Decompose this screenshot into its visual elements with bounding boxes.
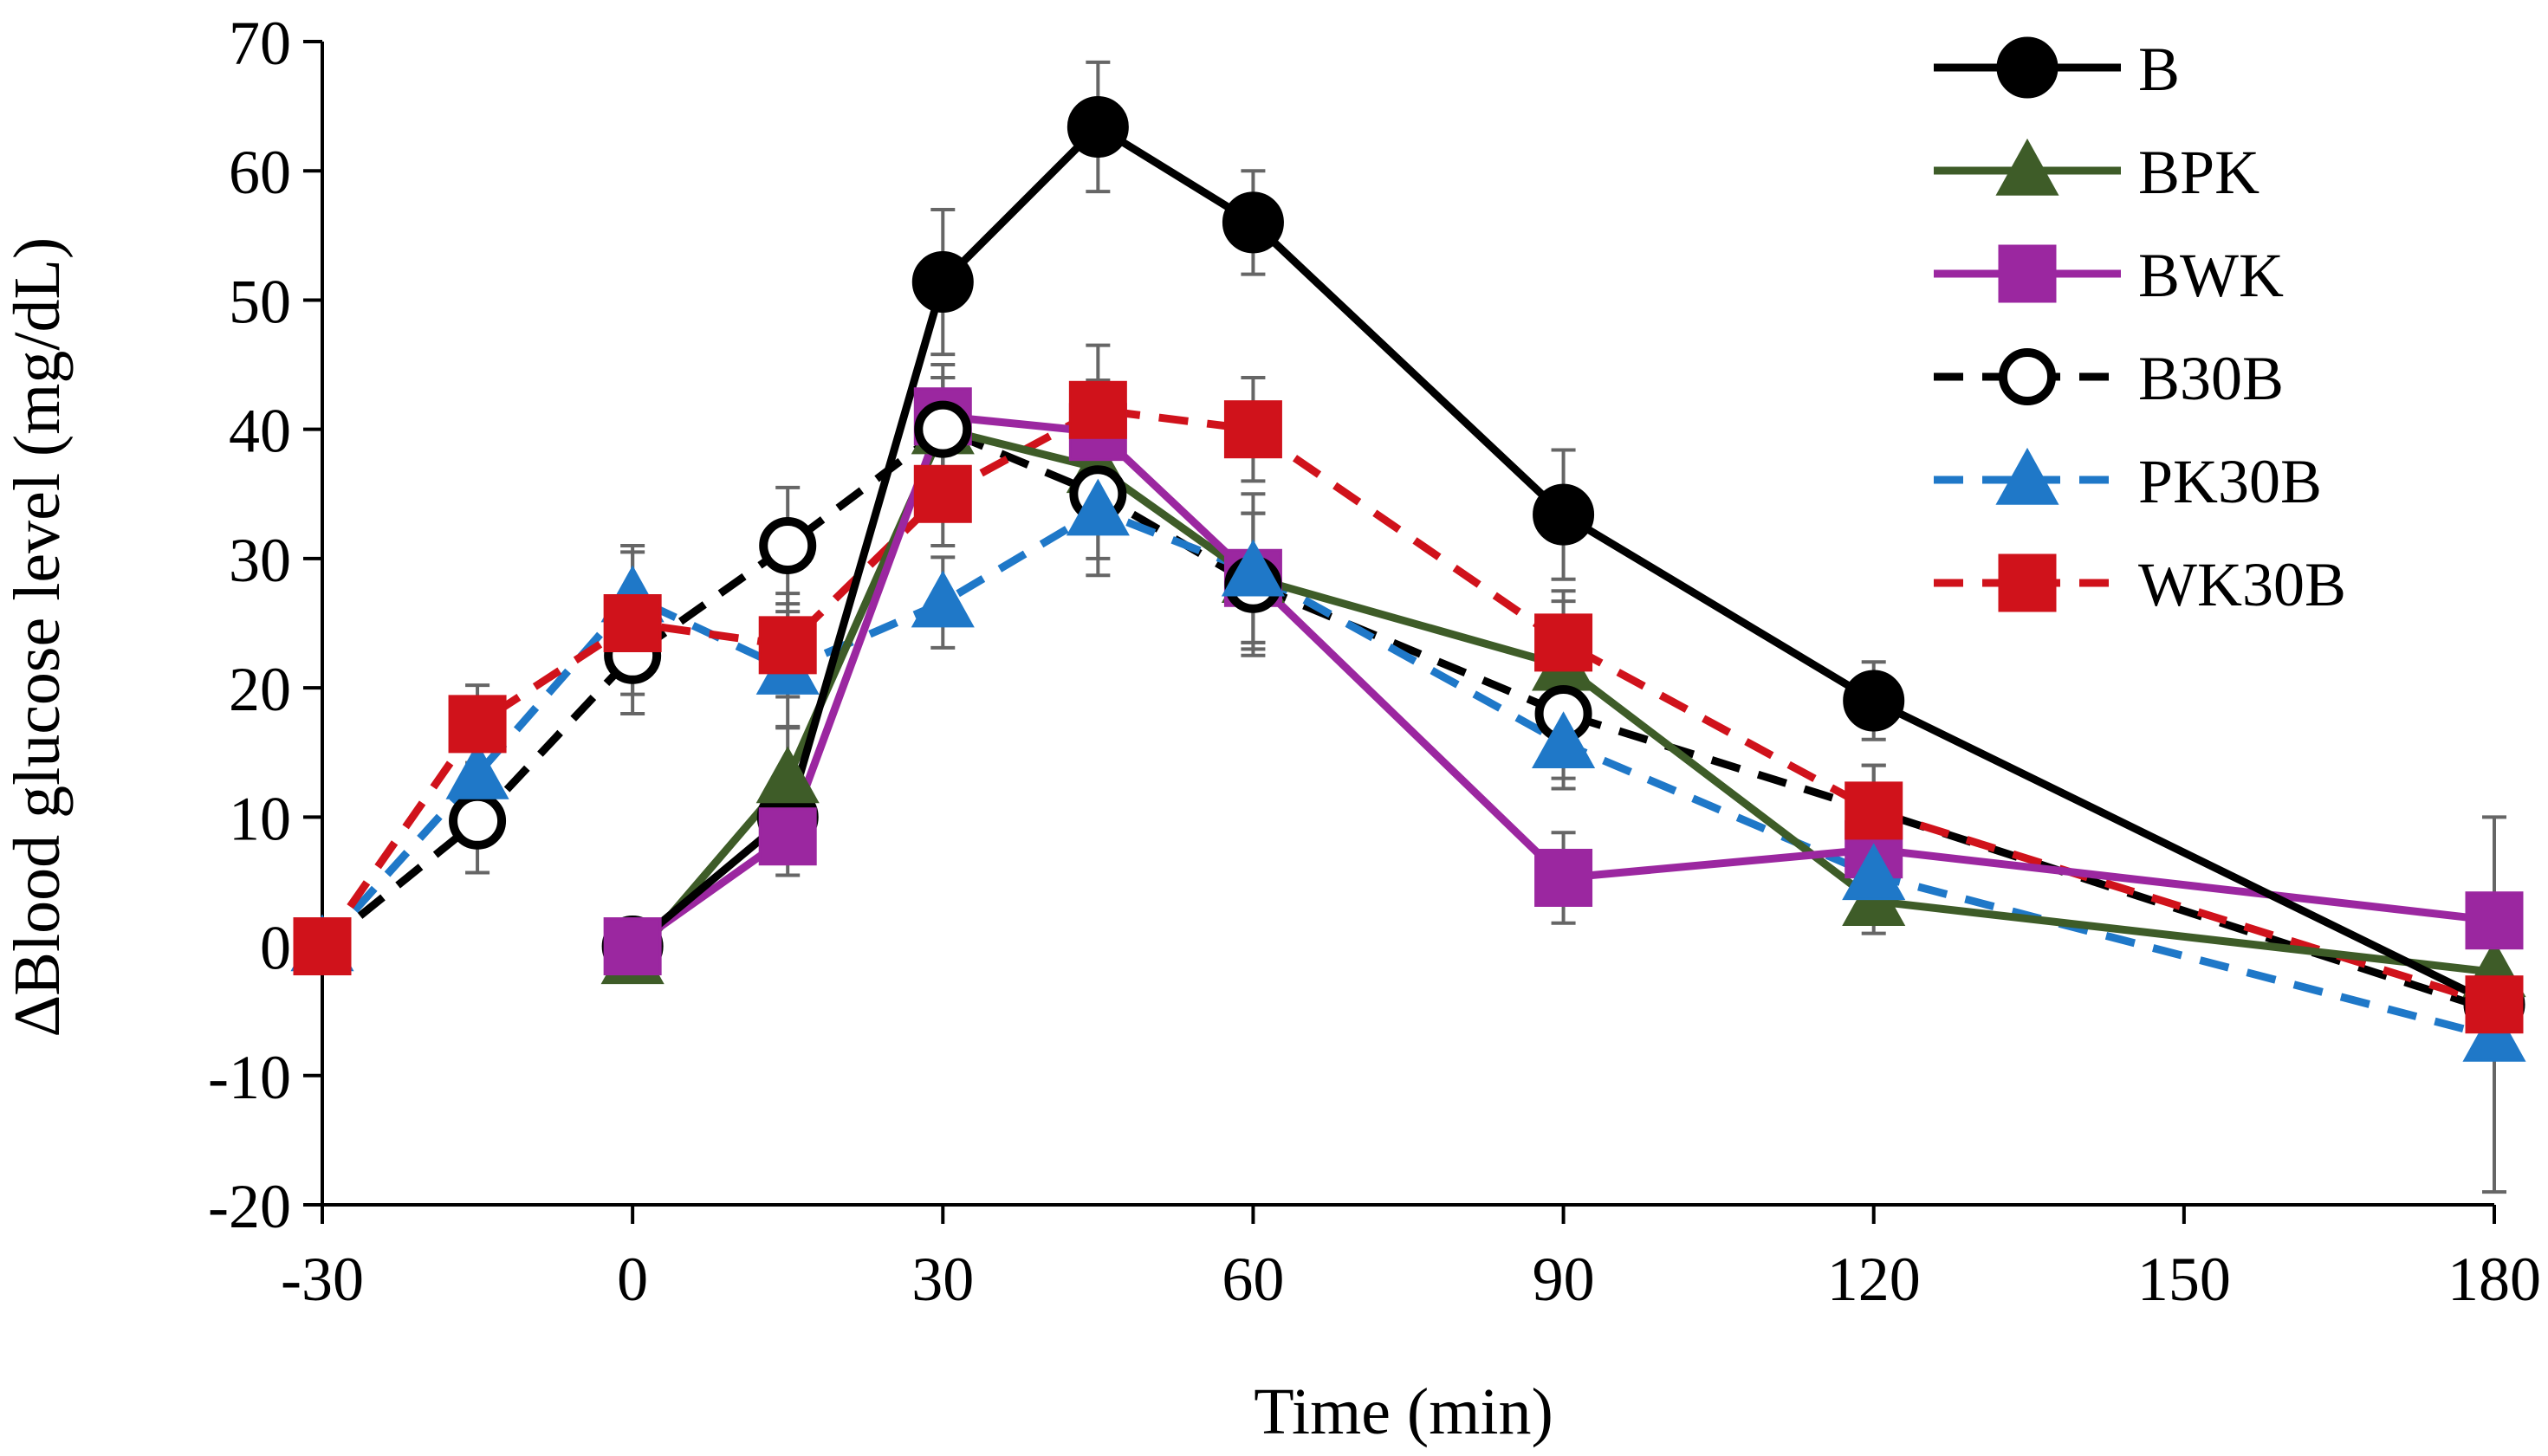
y-tick-label: -10 [208,1043,291,1112]
data-point-wk30b [1534,613,1593,672]
series-line-bwk [630,412,2495,950]
legend-label-b: B [2138,35,2180,104]
data-point-pk30b [1532,711,1596,768]
legend-marker-pk30b [1995,447,2059,505]
data-point-bwk [758,807,817,866]
data-point-pk30b [1066,478,1130,536]
data-point-bwk [2465,891,2524,950]
axes-layer [303,40,2496,1224]
y-tick-label: 10 [229,784,291,853]
x-tick-label: 150 [2137,1245,2231,1314]
data-point-b [1843,670,1905,732]
data-point-wk30b [2465,975,2524,1034]
legend: B BPK BWK B30B PK30B WK30B [1934,35,2346,619]
legend-label-b30b: B30B [2138,344,2284,413]
legend-label-bwk: BWK [2138,241,2284,310]
legend-label-bpk: BPK [2138,138,2259,207]
legend-label-wk30b: WK30B [2138,550,2346,619]
y-tick-label: -20 [208,1172,291,1241]
legend-marker-wk30b [1998,553,2057,612]
data-point-b [1533,483,1595,546]
data-point-b [1067,95,1129,158]
y-tick-label: 20 [229,655,291,724]
series-line-pk30b [319,507,2496,1041]
data-point-wk30b [1068,380,1127,439]
data-point-pk30b [911,570,975,628]
x-tick-label: 180 [2448,1245,2541,1314]
series-line-b30b [320,425,2496,1015]
y-tick-label: 60 [229,138,291,207]
data-point-bpk [755,746,820,804]
x-tick-label: 60 [1222,1245,1284,1314]
data-point-wk30b [1845,781,1903,840]
x-tick-label: 0 [617,1245,648,1314]
x-tick-label: 30 [911,1245,974,1314]
x-tick-label: 120 [1827,1245,1921,1314]
data-point-wk30b [913,464,972,523]
data-point-pk30b [2462,1004,2526,1062]
data-point-wk30b [758,616,817,675]
legend-marker-bpk [1995,138,2059,196]
y-tick-label: 50 [229,267,291,336]
data-point-wk30b [448,695,507,754]
x-tick-label: 90 [1533,1245,1595,1314]
x-tick-label: -30 [281,1245,364,1314]
y-tick-label: 30 [229,526,291,595]
series-line-b [630,123,2496,1008]
y-tick-label: 0 [260,914,291,983]
data-point-wk30b [603,594,662,652]
markers-layer [290,95,2526,1062]
data-point-pk30b [445,742,509,799]
data-point-bwk [603,917,662,976]
tick-labels-layer: -20 -10 0 10 20 30 40 50 60 70 -30 0 30 60 90 120 150 180 [208,9,2541,1314]
data-point-b30b [759,516,817,574]
legend-marker-bwk [1998,244,2057,303]
data-point-b30b [914,400,972,458]
legend-label-pk30b: PK30B [2138,447,2322,516]
series-lines-layer [319,123,2496,1041]
data-point-pk30b [1221,539,1285,597]
data-point-bwk [1534,848,1593,907]
series-line-wk30b [319,405,2496,1008]
y-axis-title: ∆Blood glucose level (mg/dL) [1,237,74,1036]
legend-marker-b30b [1999,348,2056,405]
legend-marker-b [1996,36,2058,99]
y-tick-label: 40 [229,397,291,466]
data-point-b [911,251,974,314]
data-point-b [1222,191,1284,254]
data-point-pk30b [1842,843,1906,901]
x-axis-title: Time (min) [1254,1375,1553,1448]
data-point-wk30b [1223,400,1282,459]
data-point-b30b [449,792,507,850]
y-tick-label: 70 [229,9,291,78]
data-point-wk30b [293,917,352,976]
